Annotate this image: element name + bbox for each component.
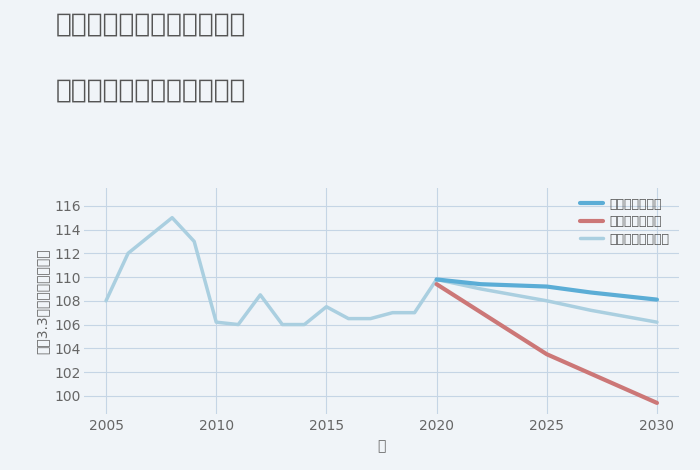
Line: バッドシナリオ: バッドシナリオ	[437, 284, 657, 403]
ノーマルシナリオ	[322, 304, 330, 310]
ノーマルシナリオ	[366, 316, 375, 321]
グッドシナリオ	[587, 290, 595, 295]
ノーマルシナリオ	[389, 310, 397, 315]
ノーマルシナリオ	[300, 322, 309, 328]
バッドシナリオ	[653, 400, 662, 406]
Legend: グッドシナリオ, バッドシナリオ, ノーマルシナリオ: グッドシナリオ, バッドシナリオ, ノーマルシナリオ	[577, 194, 673, 250]
グッドシナリオ	[653, 297, 662, 302]
ノーマルシナリオ	[168, 215, 176, 220]
ノーマルシナリオ	[278, 322, 286, 328]
Text: 神奈川県秦野市沼代新町の: 神奈川県秦野市沼代新町の	[56, 12, 246, 38]
ノーマルシナリオ	[102, 298, 110, 304]
ノーマルシナリオ	[344, 316, 353, 321]
グッドシナリオ	[433, 277, 441, 282]
ノーマルシナリオ	[256, 292, 265, 298]
ノーマルシナリオ	[212, 319, 220, 325]
グッドシナリオ	[477, 282, 485, 287]
ノーマルシナリオ	[190, 239, 198, 244]
Line: ノーマルシナリオ: ノーマルシナリオ	[106, 218, 437, 325]
バッドシナリオ	[433, 282, 441, 287]
ノーマルシナリオ	[146, 233, 154, 238]
バッドシナリオ	[542, 352, 551, 357]
ノーマルシナリオ	[124, 251, 132, 256]
Text: 中古マンションの価格推移: 中古マンションの価格推移	[56, 78, 246, 103]
グッドシナリオ	[542, 284, 551, 290]
Line: グッドシナリオ: グッドシナリオ	[437, 280, 657, 299]
Y-axis label: 平（3.3㎡）単価（万円）: 平（3.3㎡）単価（万円）	[35, 248, 49, 353]
ノーマルシナリオ	[410, 310, 419, 315]
X-axis label: 年: 年	[377, 439, 386, 453]
ノーマルシナリオ	[234, 322, 242, 328]
ノーマルシナリオ	[433, 277, 441, 282]
